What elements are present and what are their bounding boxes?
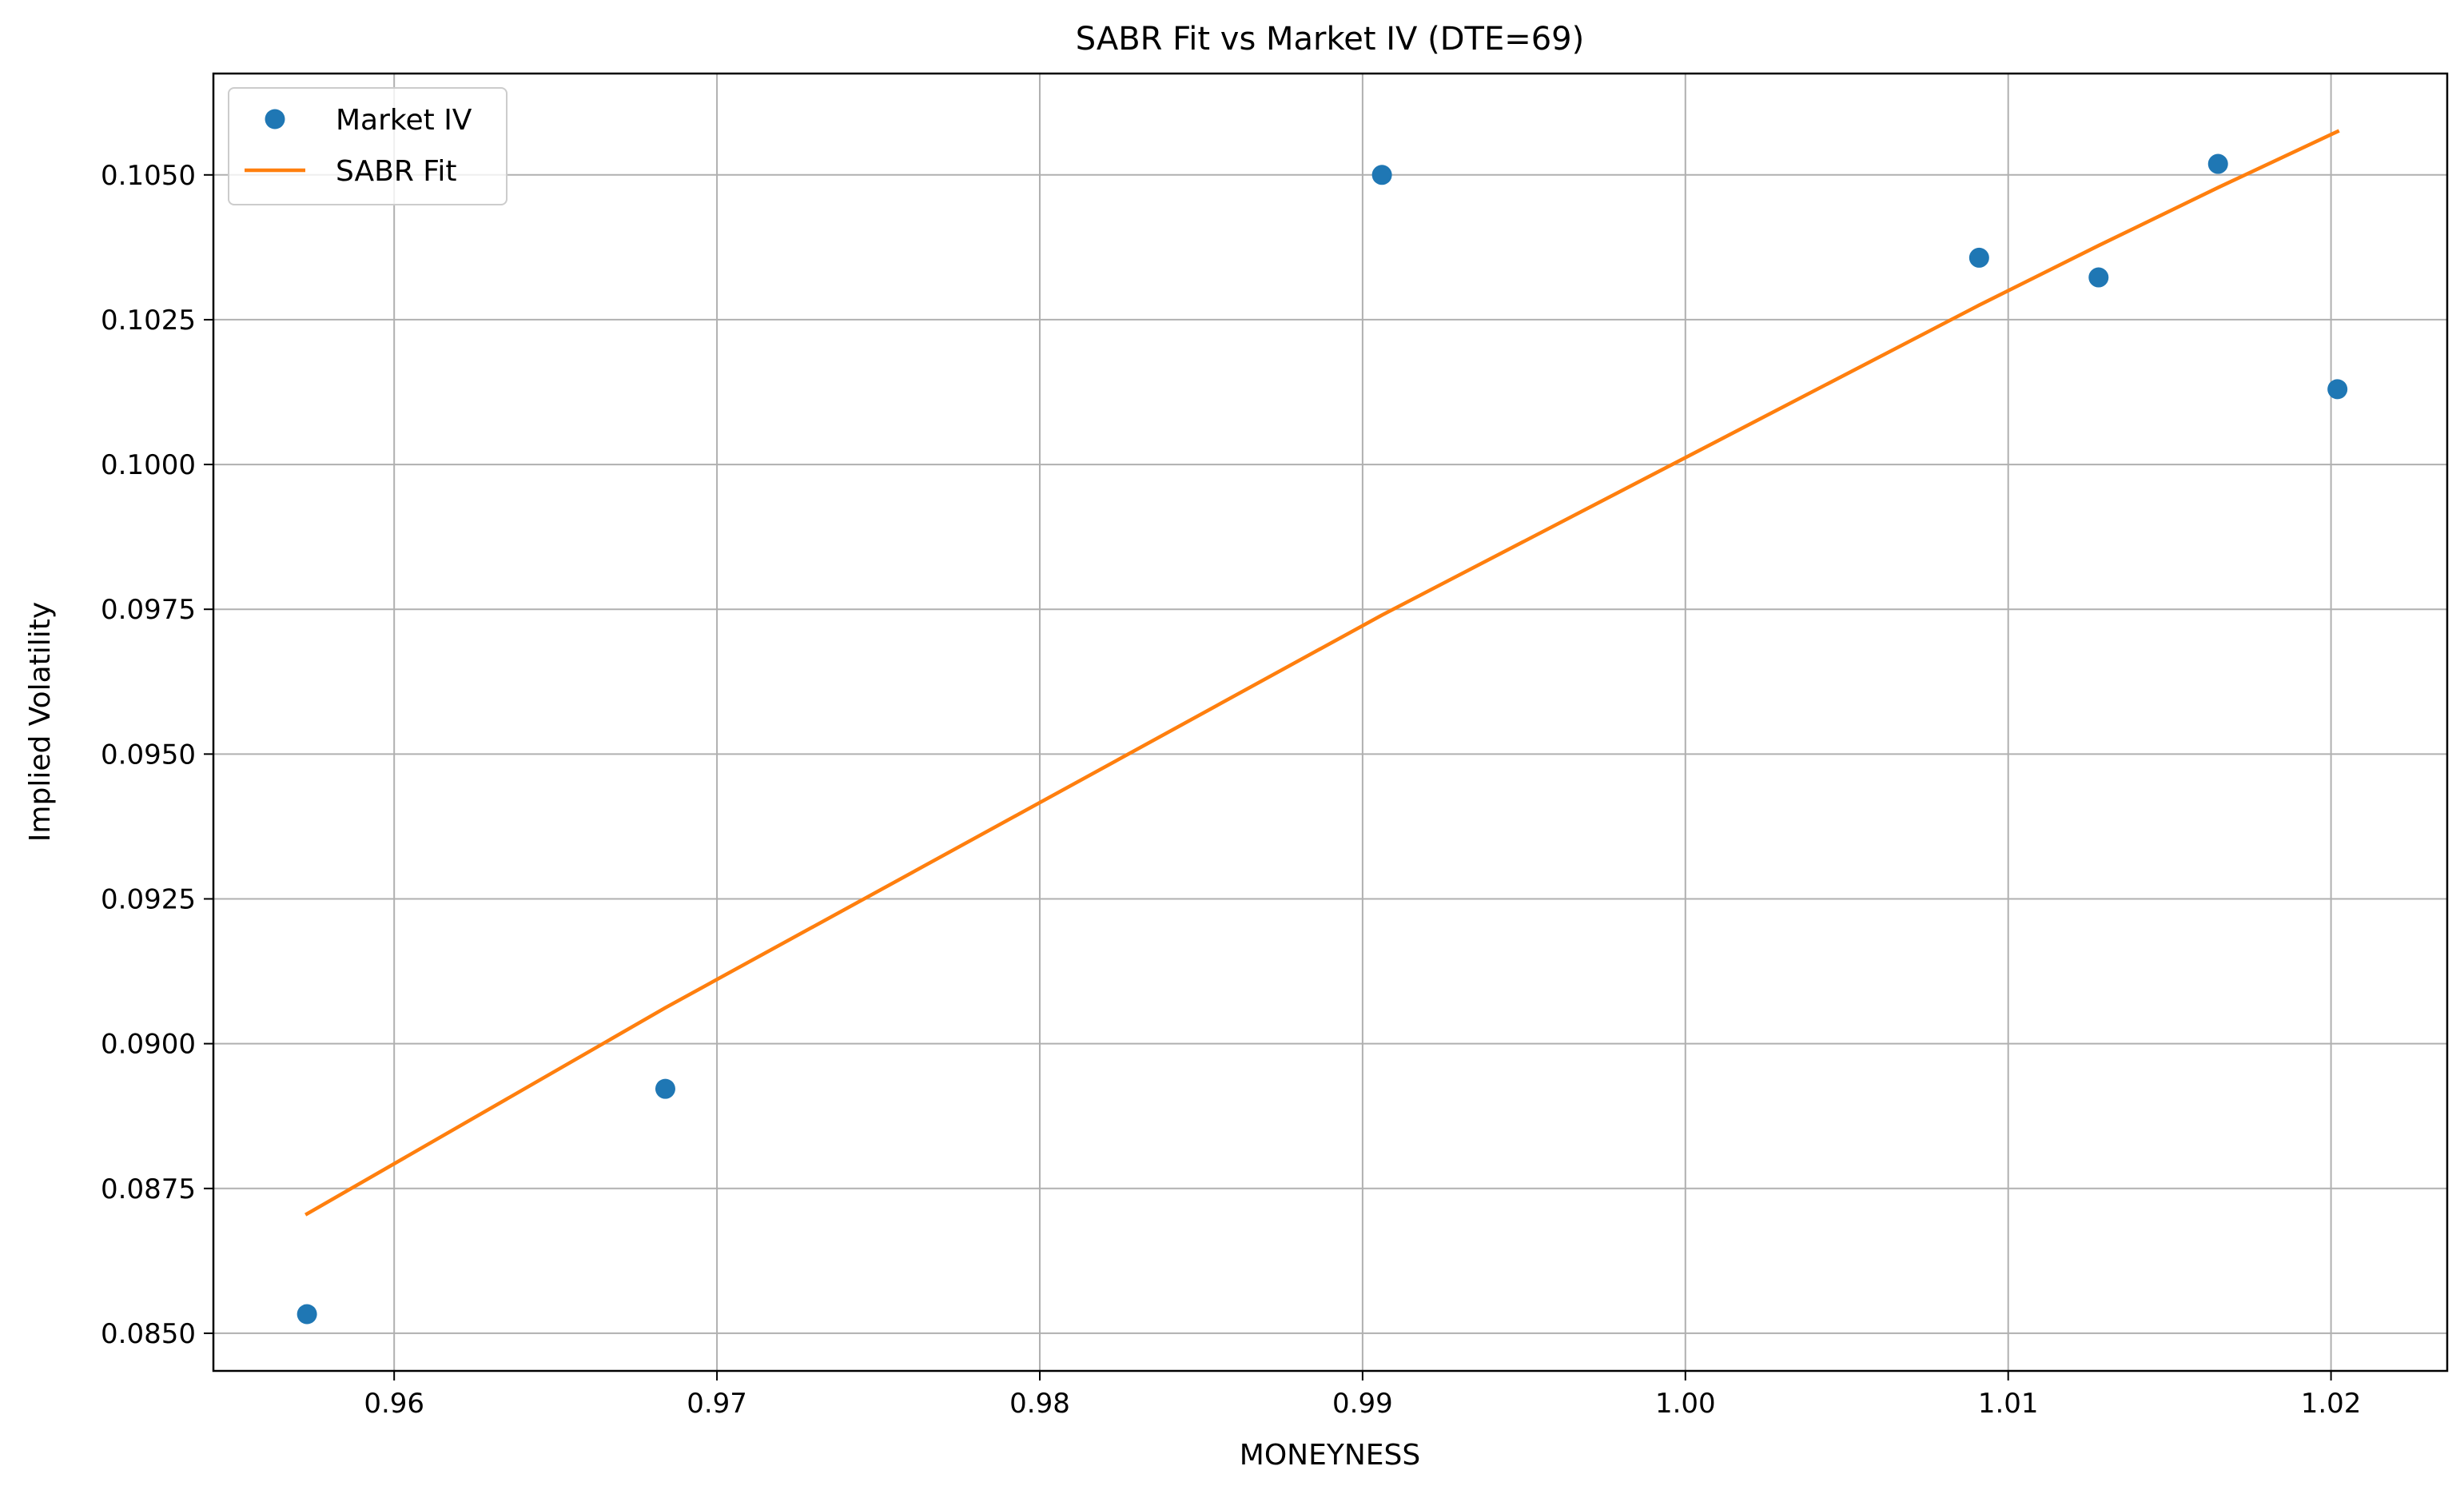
legend: Market IV SABR Fit	[228, 87, 508, 205]
market-iv-point	[297, 1304, 317, 1325]
y-axis-label: Implied Volatility	[24, 602, 57, 842]
y-tick-label: 0.0950	[101, 739, 196, 771]
series-layer	[297, 129, 2348, 1325]
tick-layer: 0.96 0.97 0.98 0.99 1.00 1.01 1.02 0.0850 0.0875…	[101, 160, 2361, 1420]
x-tick-label: 0.99	[1332, 1388, 1393, 1420]
market-iv-point	[2088, 267, 2109, 288]
y-tick-label: 0.0975	[101, 594, 196, 626]
x-tick-label: 1.02	[2301, 1388, 2362, 1420]
plot-frame	[212, 72, 2449, 1373]
y-tick-label: 0.1000	[101, 449, 196, 481]
x-tick-label: 0.96	[364, 1388, 424, 1420]
sabr-fit-line	[305, 129, 2340, 1217]
y-tick-label: 0.0925	[101, 883, 196, 915]
x-axis-label: MONEYNESS	[1240, 1439, 1420, 1472]
market-iv-point	[1968, 247, 1989, 268]
y-tick-label: 0.0850	[101, 1318, 196, 1350]
x-tick-label: 0.97	[687, 1388, 747, 1420]
x-tick-label: 1.01	[1978, 1388, 2039, 1420]
y-tick-label: 0.0875	[101, 1173, 196, 1205]
y-tick-label: 0.1050	[101, 160, 196, 192]
legend-label: SABR Fit	[336, 155, 457, 188]
y-tick-label: 0.1025	[101, 305, 196, 337]
x-tick-label: 0.98	[1009, 1388, 1070, 1420]
market-iv-point	[655, 1078, 675, 1099]
legend-box	[228, 87, 508, 205]
y-tick-label: 0.0900	[101, 1029, 196, 1061]
legend-marker-market-iv	[265, 109, 285, 129]
market-iv-point	[2207, 153, 2228, 174]
legend-label: Market IV	[336, 104, 472, 137]
x-tick-label: 1.00	[1655, 1388, 1716, 1420]
chart-title: SABR Fit vs Market IV (DTE=69)	[1076, 21, 1585, 58]
market-iv-point	[2327, 379, 2348, 400]
market-iv-point	[1371, 165, 1392, 185]
